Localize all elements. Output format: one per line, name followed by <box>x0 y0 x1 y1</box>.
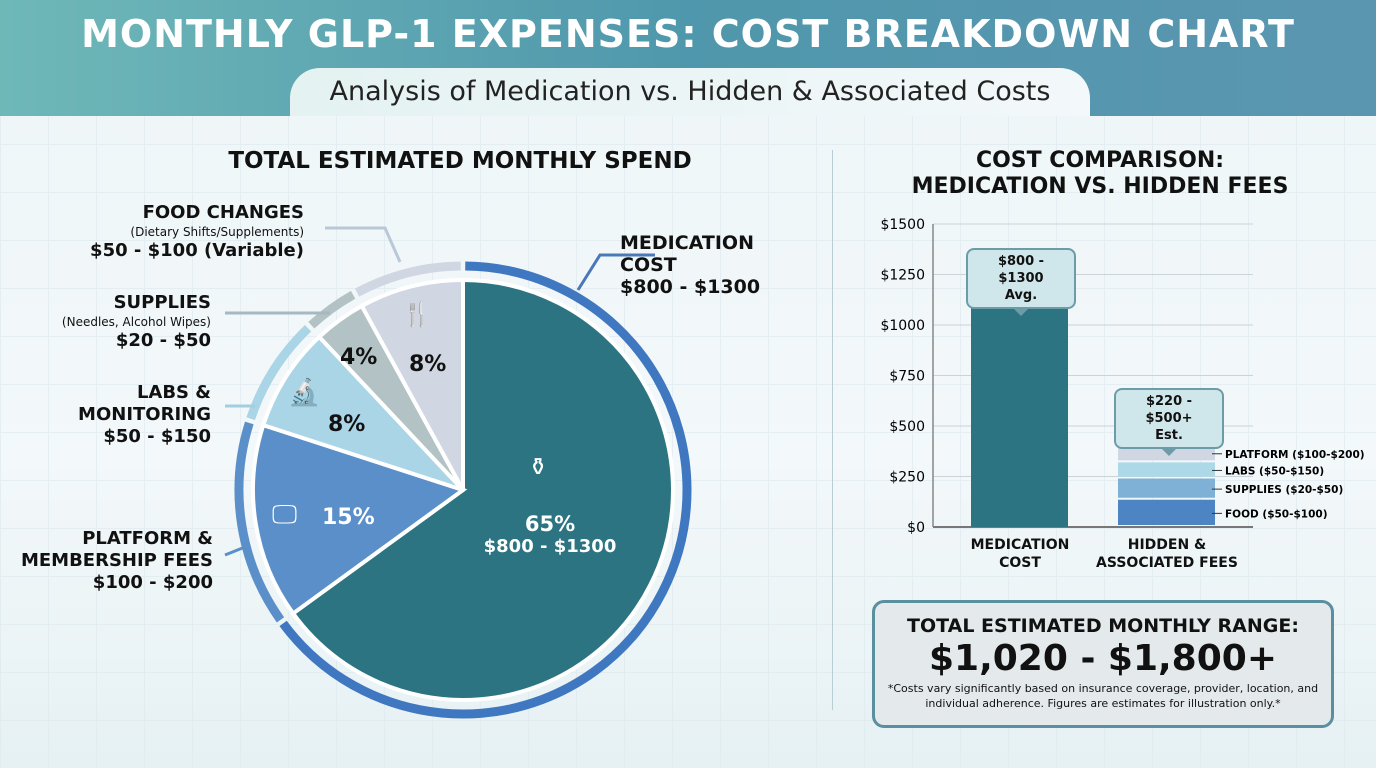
header-banner: MONTHLY GLP-1 EXPENSES: COST BREAKDOWN C… <box>0 0 1376 116</box>
pie-ring-1 <box>234 421 285 623</box>
pie-ring-0 <box>279 261 692 719</box>
fork-leaf-icon: 🍴 <box>402 300 432 328</box>
pie-slice-4 <box>359 277 465 491</box>
pie-slice-1 <box>251 422 468 617</box>
x-label-medication: MEDICATION COST <box>970 537 1070 571</box>
label-food: FOOD CHANGES (Dietary Shifts/Supplements… <box>90 202 304 261</box>
total-value: $1,020 - $1,800+ <box>928 638 1277 679</box>
y-tick-label: $1000 <box>880 318 925 334</box>
label-arrows <box>224 226 655 557</box>
label-medication: MEDICATION COST $800 - $1300 <box>620 232 761 298</box>
page-title: MONTHLY GLP-1 EXPENSES: COST BREAKDOWN C… <box>81 12 1295 56</box>
bar-segment-2 <box>1118 462 1215 477</box>
y-tick-label: $1500 <box>880 217 925 233</box>
hidden-callout: $220 - $500+ Est. <box>1114 388 1224 456</box>
total-note: *Costs vary significantly based on insur… <box>887 682 1319 710</box>
label-arrow-4 <box>224 543 251 557</box>
y-tick-label: $0 <box>907 520 925 536</box>
y-tick-label: $250 <box>889 470 925 486</box>
slice-label-supplies: 4% <box>340 345 378 370</box>
label-platform: PLATFORM & MEMBERSHIP FEES $100 - $200 <box>20 528 213 593</box>
computer-check-icon: 🖵 <box>272 500 298 530</box>
label-arrow-0 <box>576 253 655 291</box>
bar-chart: $0 $250 $500 $750 $1000 $1250 $1500 FOOD ($50-$… <box>880 217 1364 536</box>
pie-chart <box>234 261 692 719</box>
segment-label: PLATFORM ($100-$200) <box>1225 449 1365 461</box>
y-tick-label: $750 <box>889 369 925 385</box>
slice-label-food: 8% <box>409 352 447 377</box>
bar-medication <box>971 304 1068 527</box>
label-supplies: SUPPLIES (Needles, Alcohol Wipes) $20 - … <box>61 292 211 351</box>
total-range-box: TOTAL ESTIMATED MONTHLY RANGE: $1,020 - … <box>872 600 1334 728</box>
label-labs: LABS & MONITORING $50 - $150 <box>78 382 211 447</box>
segment-label: SUPPLIES ($20-$50) <box>1225 484 1343 496</box>
slice-label-medication: 65% $800 - $1300 <box>483 512 617 557</box>
medicine-bottle-icon: ⚱ <box>528 453 549 481</box>
pie-ring-4 <box>354 261 461 297</box>
bar-chart-title: COST COMPARISON: MEDICATION VS. HIDDEN F… <box>911 148 1289 199</box>
y-tick-label: $500 <box>889 419 925 435</box>
slice-label-labs: 8% <box>328 412 366 437</box>
segment-label: LABS ($50-$150) <box>1225 465 1324 477</box>
divider <box>832 150 833 710</box>
bar-segment-0 <box>1118 499 1215 525</box>
pie-ring-2 <box>246 325 312 421</box>
medication-callout: $800 - $1300 Avg. <box>966 248 1076 316</box>
page-subtitle: Analysis of Medication vs. Hidden & Asso… <box>290 68 1090 116</box>
x-label-hidden: HIDDEN & ASSOCIATED FEES <box>1096 537 1238 571</box>
pie-ring-3 <box>308 290 356 329</box>
pie-slice-0 <box>290 277 675 702</box>
slice-label-platform: 15% <box>322 505 375 530</box>
bar-segment-1 <box>1118 478 1215 498</box>
total-title: TOTAL ESTIMATED MONTHLY RANGE: <box>907 615 1299 637</box>
pie-title: TOTAL ESTIMATED MONTHLY SPEND <box>228 148 692 174</box>
label-arrow-1 <box>325 226 402 263</box>
segment-label: FOOD ($50-$100) <box>1225 508 1328 520</box>
microscope-icon: 🔬 <box>288 378 321 408</box>
pie-slice-2 <box>260 334 465 492</box>
y-tick-label: $1250 <box>880 268 925 284</box>
